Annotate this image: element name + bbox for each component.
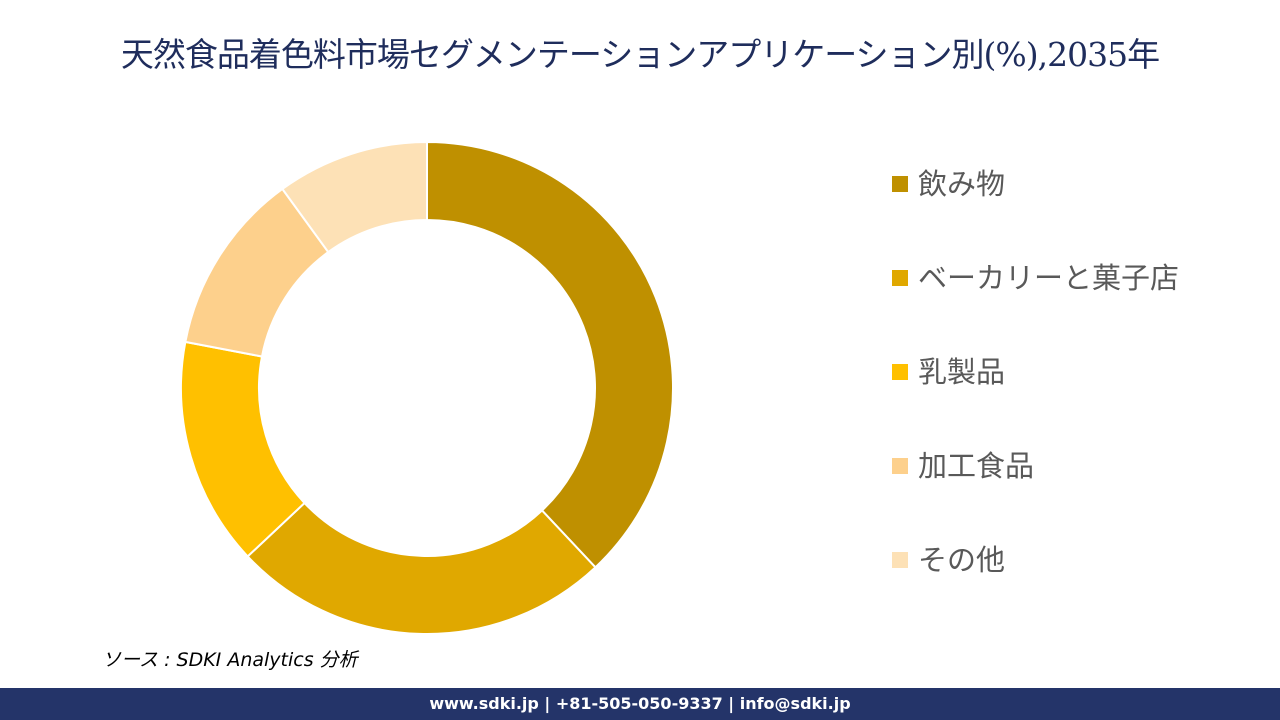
legend-item: 飲み物 [892, 160, 1182, 208]
legend-label: 飲み物 [918, 167, 1006, 201]
legend-item: その他 [892, 536, 1182, 584]
chart [180, 140, 674, 635]
footer: www.sdki.jp | +81-505-050-9337 | info@sd… [0, 688, 1280, 720]
legend-swatch [892, 270, 908, 286]
legend: 飲み物ベーカリーと菓子店 乳製品加工食品その他 [892, 160, 1182, 630]
legend-swatch [892, 458, 908, 474]
donut-slice [281, 140, 428, 254]
chart-title: 天然食品着色料市場セグメンテーションアプリケーション別(%),2035年 [120, 35, 1160, 74]
legend-swatch [892, 552, 908, 568]
legend-item: 加工食品 [892, 442, 1182, 490]
donut-slice [426, 140, 674, 569]
legend-label: ベーカリーと菓子店 [918, 261, 1180, 295]
legend-item: 乳製品 [892, 348, 1182, 396]
legend-label: 乳製品 [918, 355, 1006, 389]
legend-item: ベーカリーと菓子店 [892, 254, 1182, 302]
legend-label: その他 [918, 543, 1006, 577]
legend-swatch [892, 176, 908, 192]
source-note: ソース : SDKI Analytics 分析 [102, 649, 358, 671]
legend-swatch [892, 364, 908, 380]
legend-label: 加工食品 [918, 449, 1035, 483]
donut-slice [246, 501, 597, 635]
